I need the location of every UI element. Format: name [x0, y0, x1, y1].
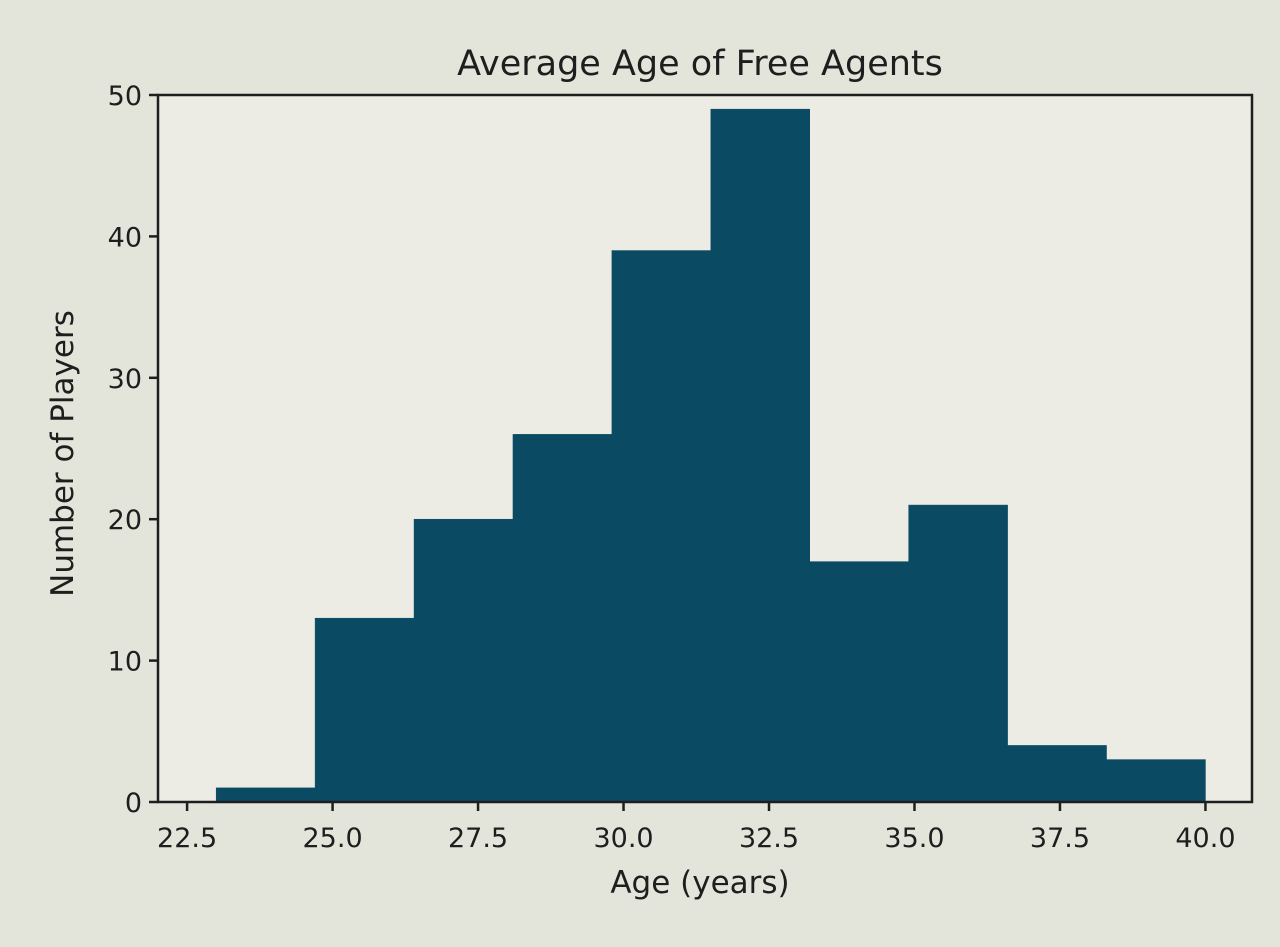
x-tick-label: 27.5	[448, 823, 508, 854]
histogram-bar	[413, 518, 514, 803]
x-tick-label: 40.0	[1175, 823, 1235, 854]
x-axis-label: Age (years)	[610, 865, 789, 901]
y-tick-label: 30	[108, 364, 142, 395]
chart-title: Average Age of Free Agents	[457, 44, 943, 84]
axes-frame	[156, 93, 1254, 804]
x-tick-label: 35.0	[884, 823, 944, 854]
histogram-bar	[512, 434, 613, 803]
histogram-bar	[215, 787, 316, 803]
y-tick-label: 40	[108, 222, 142, 253]
x-tick-label: 30.0	[593, 823, 653, 854]
histogram-bar	[611, 250, 712, 803]
histogram-bar	[908, 504, 1008, 803]
x-tick-label: 22.5	[157, 823, 217, 854]
x-axis: 22.5 25.0 27.5 30.0 32.5 35.0 37.5 40.0	[157, 802, 1236, 854]
y-tick-label: 10	[108, 647, 142, 678]
x-tick-label: 32.5	[739, 823, 799, 854]
y-tick-label: 20	[108, 505, 142, 536]
x-tick-label: 37.5	[1030, 823, 1090, 854]
y-axis-label: Number of Players	[45, 310, 81, 597]
histogram-bar	[710, 108, 810, 803]
histogram-bar	[809, 561, 909, 803]
x-tick-label: 25.0	[303, 823, 363, 854]
y-tick-label: 50	[108, 81, 142, 112]
y-axis: 0 10 20 30 40 50	[108, 81, 158, 819]
histogram-bar	[1007, 745, 1107, 803]
histogram-bar	[1106, 759, 1206, 803]
bars-group	[215, 108, 1206, 803]
histogram-bar	[314, 617, 415, 803]
y-tick-label: 0	[125, 788, 142, 819]
